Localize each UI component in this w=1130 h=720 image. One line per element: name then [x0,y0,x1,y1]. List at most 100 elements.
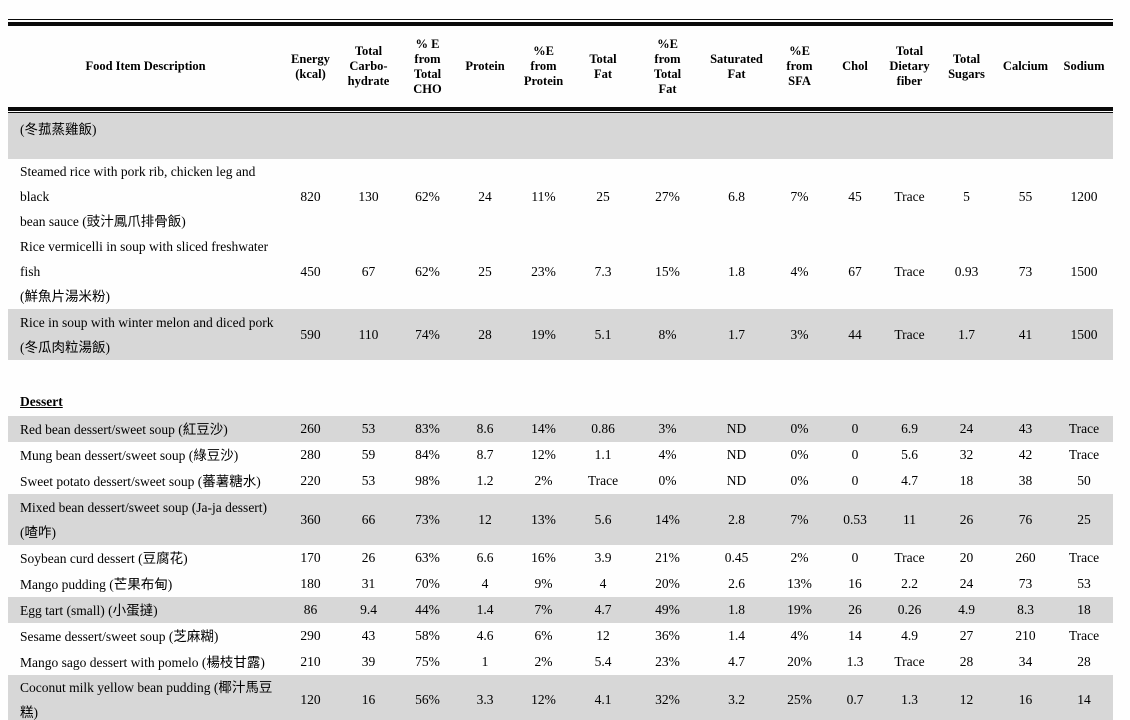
value-cell: Trace [894,263,925,279]
value-cell: 76 [996,494,1055,545]
value-cell: 36% [655,628,680,643]
value-cell: 55 [1018,188,1033,204]
value-cell: 2% [534,654,553,669]
section-header-row: Dessert [8,389,1113,416]
value-cell: 24 [937,416,996,442]
value-cell: 220 [300,473,321,488]
value-cell: 4% [658,447,677,462]
food-item-description: Mango sago dessert with pomelo (楊枝甘露) [20,654,265,670]
value-cell: 38 [1018,473,1033,488]
value-cell: 0 [851,447,859,462]
value-cell: Trace [894,654,925,669]
value-cell: 260 [283,416,338,442]
value-cell: 28 [959,654,974,669]
value-cell: 8.6 [456,416,514,442]
value-cell: 5 [963,188,970,204]
value-cell: 14 [848,628,862,643]
value-cell [633,113,702,159]
value-cell: 19% [514,309,573,360]
value-cell: 75% [415,654,440,669]
table-row: Red bean dessert/sweet soup (紅豆沙) 260 53 83… [8,416,1113,442]
value-cell [937,113,996,159]
nutrition-table-body: (冬菰蒸雞飯) Steamed rice with pork rib, chick… [8,113,1113,720]
value-cell [456,113,514,159]
value-cell: 56% [399,675,456,720]
value-cell: 66 [338,494,399,545]
value-cell: 44% [399,597,456,623]
value-cell: 1.3 [882,675,937,720]
value-cell: 1.4 [728,628,745,643]
value-cell: 210 [1015,628,1036,643]
food-item-description: Coconut milk yellow bean pudding (椰汁馬豆糕) [8,675,283,720]
value-cell: 4.9 [937,597,996,623]
value-cell: 63% [415,550,440,565]
value-cell: 25% [771,675,828,720]
value-cell: 16 [338,675,399,720]
value-cell: 5.6 [573,494,633,545]
value-cell: 14 [1055,675,1113,720]
value-cell: 7.3 [594,263,612,279]
value-cell: 59 [361,447,376,462]
column-header: Sodium [1063,59,1105,73]
value-cell: 13% [787,576,812,591]
value-cell: 0 [851,550,859,565]
value-cell: 4.7 [901,473,918,488]
value-cell: 3.9 [594,550,612,565]
value-cell: 180 [300,576,321,591]
column-header: Calcium [1002,59,1049,73]
food-item-description: Soybean curd dessert (豆腐花) [20,550,188,566]
column-header: Total Dietary fiber [889,44,930,88]
value-cell: 0.93 [954,263,979,279]
food-item-description: Rice in soup with winter melon and diced… [8,309,283,360]
column-header: %E from Protein [523,44,564,88]
value-cell [996,113,1055,159]
column-header: %E from SFA [786,44,813,88]
value-cell: 26 [828,597,882,623]
value-cell: 4% [790,263,809,279]
value-cell: 5.4 [594,654,612,669]
food-item-description: Mango pudding (芒果布甸) [20,576,173,592]
value-cell: 45 [848,188,862,204]
value-cell: ND [726,447,747,462]
value-cell [283,113,338,159]
value-cell: 32% [633,675,702,720]
value-cell: 1.8 [728,263,745,279]
value-cell: 28 [1077,654,1091,669]
value-cell: 0% [790,473,809,488]
value-cell: 2% [790,550,809,565]
value-cell: 110 [338,309,399,360]
value-cell: 58% [415,628,440,643]
column-header: Food Item Description [85,59,206,73]
value-cell: 1200 [1070,188,1098,204]
value-cell: 62% [415,188,440,204]
value-cell: 28 [456,309,514,360]
value-cell: 32 [959,447,974,462]
value-cell: 26 [361,550,376,565]
value-cell: 23% [655,654,680,669]
value-cell: 12 [596,628,610,643]
value-cell: 86 [283,597,338,623]
value-cell: 20% [655,576,680,591]
section-spacer [8,360,1113,389]
column-header: Energy (kcal) [291,51,330,81]
value-cell: 8.7 [476,447,494,462]
table-row: Mango pudding (芒果布甸) 180 31 70% 4 9% 4 20% 2.6 13… [8,571,1113,597]
value-cell: 11 [882,494,937,545]
value-cell: 2.8 [702,494,771,545]
value-cell: 260 [1015,550,1036,565]
table-body: (冬菰蒸雞飯) Steamed rice with pork rib, chick… [8,113,1113,720]
value-cell: 4 [481,576,489,591]
value-cell: 1.3 [846,654,864,669]
value-cell: 0 [851,473,859,488]
food-item-description: (冬菰蒸雞飯) [8,113,283,159]
value-cell: 3% [633,416,702,442]
value-cell: 39 [361,654,376,669]
value-cell: 0.53 [828,494,882,545]
food-item-description: Mung bean dessert/sweet soup (綠豆沙) [20,447,239,463]
value-cell: 11% [531,188,556,204]
value-cell: 14% [514,416,573,442]
table-row: Coconut milk yellow bean pudding (椰汁馬豆糕)… [8,675,1113,720]
value-cell: 31 [361,576,376,591]
value-cell: 210 [300,654,321,669]
value-cell [882,113,937,159]
